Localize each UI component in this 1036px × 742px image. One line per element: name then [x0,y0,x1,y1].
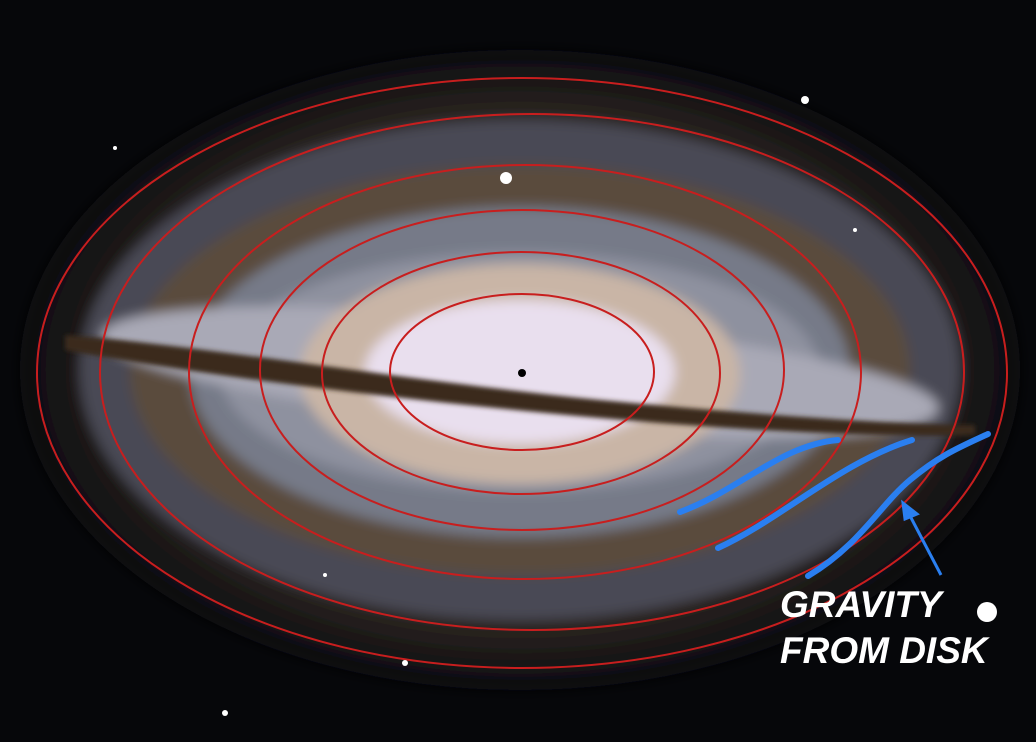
star [113,146,117,150]
star [402,660,408,666]
star [853,228,857,232]
page: GRAVITY FROM DISK (() => { const data = … [0,0,1036,742]
star [222,710,228,716]
annotation-line: FROM DISK [780,630,990,671]
annotation-line: GRAVITY [780,584,945,625]
galaxy-center [518,369,526,377]
star [500,172,512,184]
star [323,573,327,577]
annotated-galaxy-image: GRAVITY FROM DISK [0,0,1036,742]
star [801,96,809,104]
star [977,602,997,622]
